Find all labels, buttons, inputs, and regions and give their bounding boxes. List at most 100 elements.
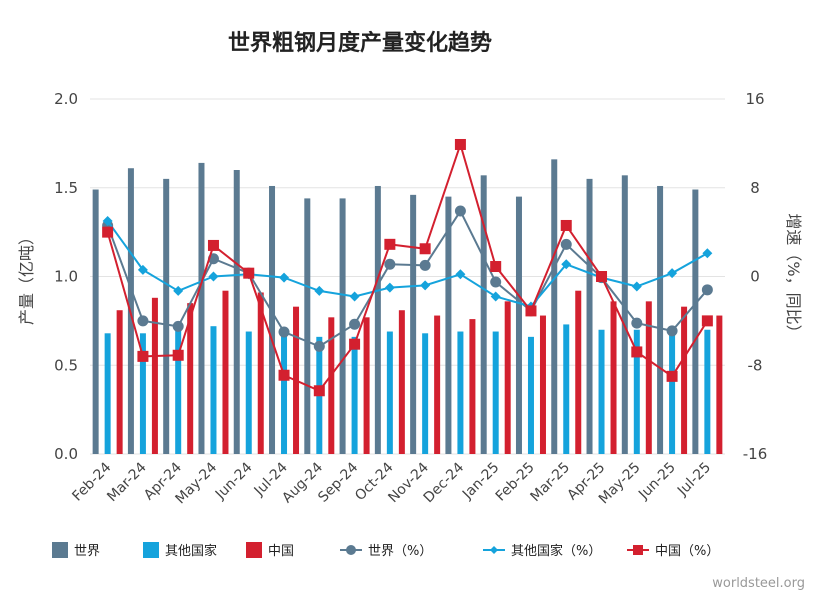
- others-growth-point: [208, 271, 219, 282]
- world-growth-line: [106, 209, 709, 348]
- china-growth-point: [525, 305, 537, 317]
- world-growth-point: [666, 325, 678, 337]
- bar-world: [692, 189, 699, 454]
- others-growth-point: [349, 291, 360, 302]
- bar-china: [434, 315, 441, 454]
- china-growth-point: [207, 239, 219, 251]
- x-tick-label: Jun-25: [635, 460, 679, 504]
- bar-china: [539, 315, 546, 454]
- china-growth-point: [278, 369, 290, 381]
- world-growth-point: [384, 258, 396, 270]
- legend-marker: [346, 545, 356, 555]
- x-tick-label: Sep-24: [315, 459, 361, 505]
- china-growth-point: [631, 346, 643, 358]
- china-growth-line: [106, 141, 709, 392]
- right-tick-label: 0: [750, 268, 760, 286]
- left-tick-label: 2.0: [54, 90, 78, 108]
- china-growth-point: [419, 243, 431, 255]
- bar-china: [575, 290, 582, 454]
- legend-item: 中国: [246, 542, 294, 559]
- china-growth-point: [596, 271, 608, 282]
- left-tick-label: 0.0: [54, 445, 78, 463]
- legend-label: 其他国家（%）: [511, 543, 601, 559]
- world-growth-point: [454, 205, 466, 217]
- bar-others: [669, 331, 676, 454]
- x-axis-ticks: Feb-24Mar-24Apr-24May-24Jun-24Jul-24Aug-…: [69, 459, 714, 507]
- legend-label: 世界: [74, 544, 100, 559]
- credit-text: worldsteel.org: [712, 576, 805, 591]
- chart-title: 世界粗钢月度产量变化趋势: [228, 30, 492, 56]
- china-growth-point: [137, 350, 149, 362]
- legend-item: 其他国家（%）: [483, 543, 601, 559]
- others-growth-line: [106, 220, 708, 308]
- right-axis-ticks: -16 -8 0 8 16: [743, 90, 768, 463]
- china-growth-point: [560, 219, 572, 231]
- bar-others: [245, 331, 252, 454]
- others-growth-point: [455, 269, 466, 280]
- right-axis-title: 增速（%，同比）: [784, 213, 803, 340]
- others-growth-point: [667, 268, 678, 279]
- world-growth-point: [419, 259, 431, 271]
- bar-world: [515, 196, 522, 454]
- world-growth-point: [278, 326, 290, 338]
- left-axis-title: 产量（亿吨）: [17, 229, 36, 325]
- others-growth-point: [173, 285, 184, 296]
- bar-others: [422, 333, 429, 454]
- bar-others: [527, 336, 534, 454]
- bar-others: [563, 324, 570, 454]
- china-growth-point: [172, 349, 184, 361]
- bar-others: [210, 326, 217, 454]
- left-tick-label: 0.5: [54, 356, 78, 374]
- others-growth-point: [137, 264, 148, 275]
- bar-china: [469, 319, 476, 454]
- bar-others: [104, 333, 111, 454]
- world-growth-point: [137, 315, 149, 327]
- bar-world: [304, 198, 311, 454]
- bar-series: [92, 159, 723, 454]
- world-growth-point: [631, 317, 643, 329]
- bar-china: [222, 290, 229, 454]
- bar-china: [151, 297, 158, 454]
- bar-china: [504, 301, 511, 454]
- china-growth-point: [490, 261, 502, 273]
- bar-china: [187, 303, 194, 454]
- others-growth-point: [279, 272, 290, 283]
- bar-world: [163, 178, 170, 454]
- right-tick-label: 8: [750, 179, 760, 197]
- bar-world: [586, 178, 593, 454]
- x-tick-label: Jun-24: [212, 459, 256, 503]
- bar-world: [233, 170, 240, 454]
- world-growth-point: [560, 238, 572, 250]
- bar-others: [281, 331, 288, 454]
- bar-world: [374, 185, 381, 454]
- bar-world: [269, 185, 276, 454]
- others-growth-point: [702, 248, 713, 259]
- bar-world: [657, 185, 664, 454]
- bar-china: [681, 306, 688, 454]
- x-tick-label: Mar-24: [104, 459, 150, 505]
- china-growth-point: [243, 267, 255, 279]
- bar-world: [410, 194, 417, 454]
- others-growth-point: [314, 285, 325, 296]
- line-series: [102, 138, 713, 397]
- x-tick-label: Mar-25: [528, 460, 574, 506]
- china-growth-point: [701, 315, 713, 327]
- bar-china: [116, 310, 123, 454]
- bar-china: [398, 310, 405, 454]
- legend-label: 中国（%）: [655, 544, 719, 559]
- china-growth-point: [349, 338, 361, 350]
- left-tick-label: 1.0: [54, 268, 78, 286]
- x-tick-label: Jul-25: [674, 460, 714, 500]
- bar-others: [598, 329, 605, 454]
- bar-others: [704, 329, 711, 454]
- bar-world: [621, 175, 628, 454]
- legend-marker: [633, 545, 643, 555]
- bar-others: [386, 331, 393, 454]
- legend-item: 中国（%）: [627, 544, 719, 559]
- legend-label: 中国: [268, 544, 294, 559]
- bar-china: [716, 315, 723, 454]
- legend-item: 世界: [52, 542, 100, 559]
- right-tick-label: 16: [745, 90, 764, 108]
- legend-label: 世界（%）: [368, 544, 432, 559]
